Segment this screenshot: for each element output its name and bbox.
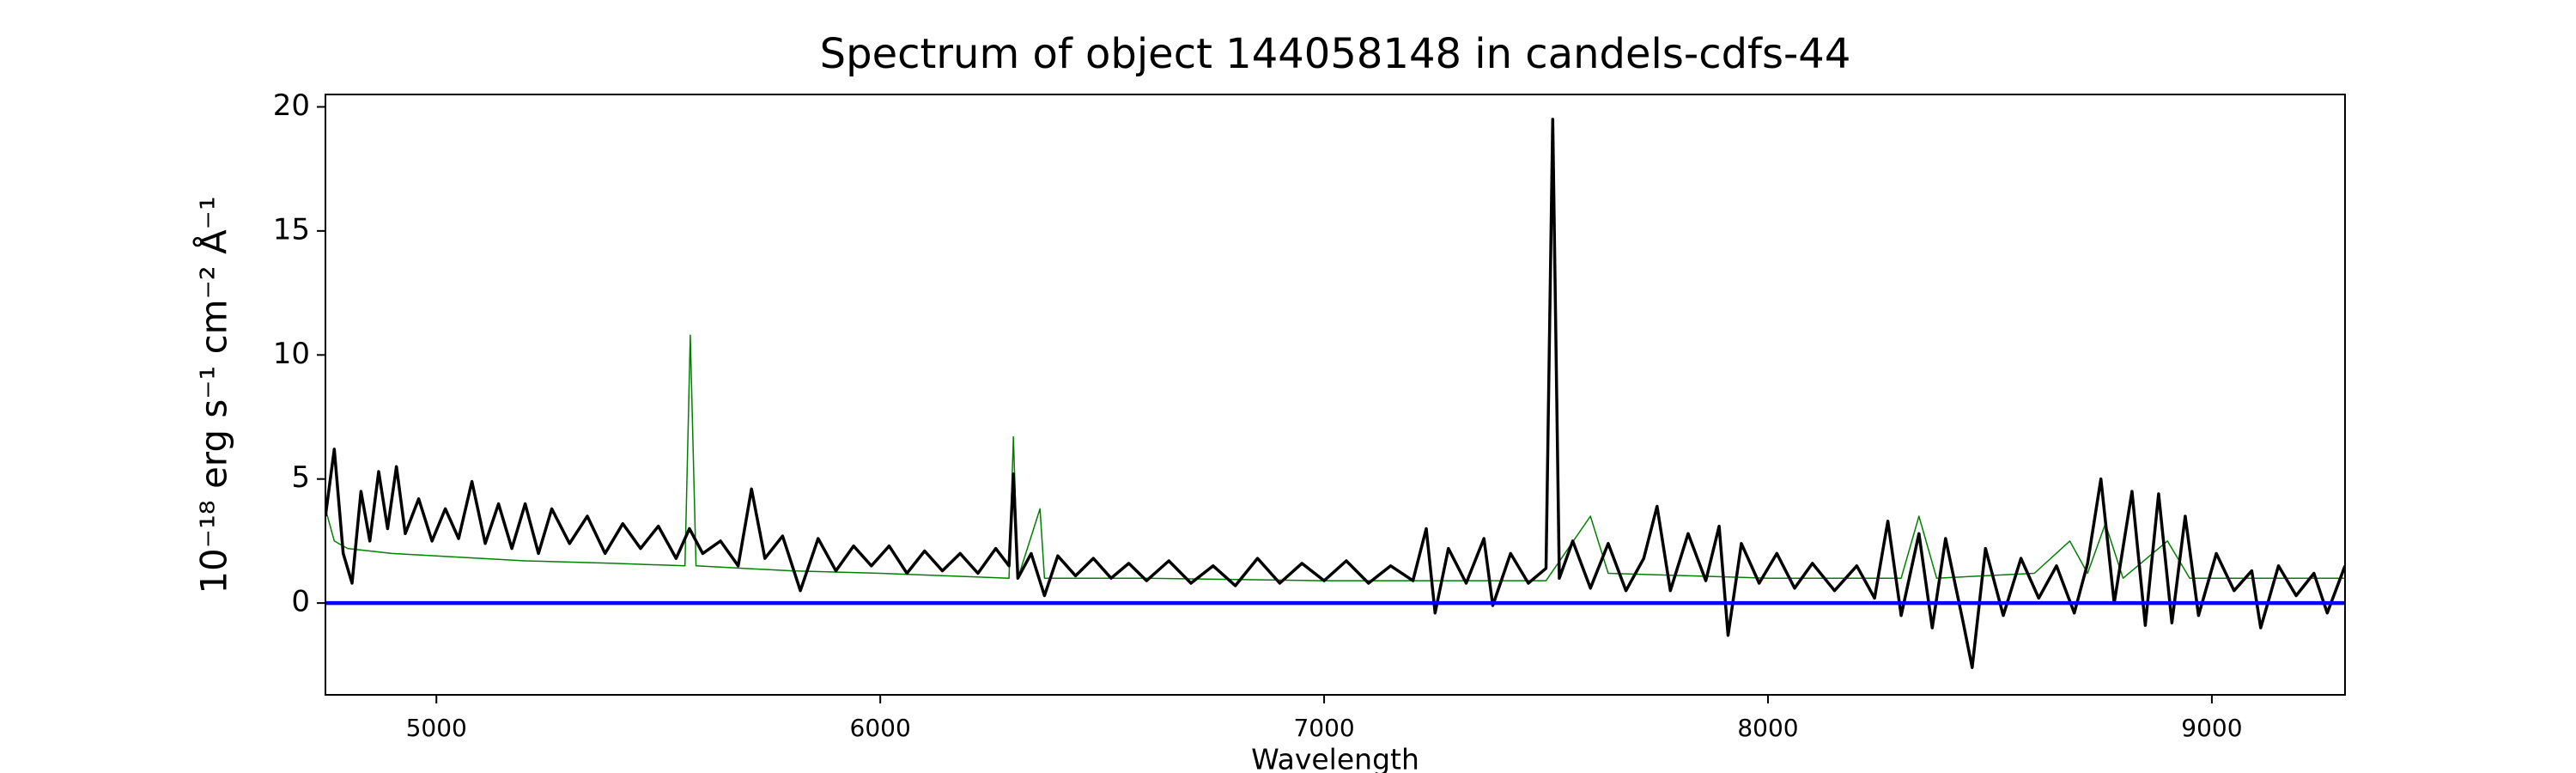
x-axis-label: Wavelength — [1251, 743, 1419, 773]
y-tick-label: 20 — [273, 88, 310, 123]
y-axis-label: 10⁻¹⁸ erg s⁻¹ cm⁻² Å⁻¹ — [192, 196, 235, 593]
x-tick-label: 5000 — [406, 714, 467, 742]
x-tick-label: 7000 — [1293, 714, 1354, 742]
y-tick-label: 15 — [273, 212, 310, 247]
y-tick-label: 5 — [291, 460, 310, 495]
spectrum-line — [325, 118, 2345, 669]
x-tick-label: 6000 — [850, 714, 911, 742]
chart-title: Spectrum of object 144058148 in candels-… — [820, 30, 1851, 78]
y-tick-label: 10 — [273, 337, 310, 371]
x-tick-label: 8000 — [1737, 714, 1798, 742]
plot-frame — [325, 94, 2346, 696]
x-tick-label: 9000 — [2181, 714, 2242, 742]
y-tick-label: 0 — [291, 585, 310, 619]
spectrum-line — [325, 334, 2345, 581]
